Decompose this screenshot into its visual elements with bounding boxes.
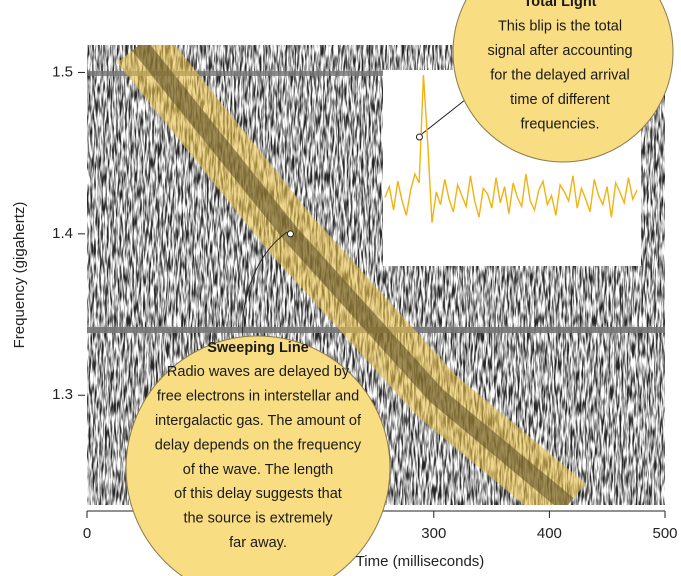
y-axis-label: Frequency (gigahertz) [11,202,28,349]
x-axis-label: Time (milliseconds) [356,553,485,570]
callout-circle [125,335,391,576]
sweep-core [131,45,574,505]
callout-title: Sweeping Line [207,340,309,356]
callout-text: far away. [229,535,287,551]
x-tick-label: 500 [652,525,677,542]
inset-marker [415,133,423,141]
callout-text: for the delayed arrival [490,67,629,83]
callout-text: frequencies. [521,116,600,132]
x-tick-label: 300 [421,525,446,542]
callout-text: intergalactic gas. The amount of [155,413,362,429]
callout-title: Total Light [523,0,596,10]
x-tick-label: 400 [537,525,562,542]
leader-line [242,231,288,341]
callout-text: Radio waves are delayed by [167,364,350,380]
callout-text: delay depends on the frequency [155,437,362,453]
callout-circle [452,0,674,163]
callout-text: of this delay suggests that [174,486,342,502]
y-tick-label: 1.5 [52,63,73,80]
callout-text: time of different [510,92,610,108]
sweep-marker [286,230,294,238]
annotations: Total Light This blip is the total signal … [155,0,633,551]
callout-text: This blip is the total [498,18,622,34]
interference-line [87,71,665,76]
x-tick-label: 0 [83,525,91,542]
y-tick-label: 1.4 [52,225,73,242]
callout-text: free electrons in interstellar and [157,389,359,405]
inset-signal [384,74,638,223]
callout-text: of the wave. The length [183,462,333,478]
callout-text: signal after accounting [487,43,632,59]
callout-text: the source is extremely [183,511,333,527]
y-tick-label: 1.3 [52,386,73,403]
